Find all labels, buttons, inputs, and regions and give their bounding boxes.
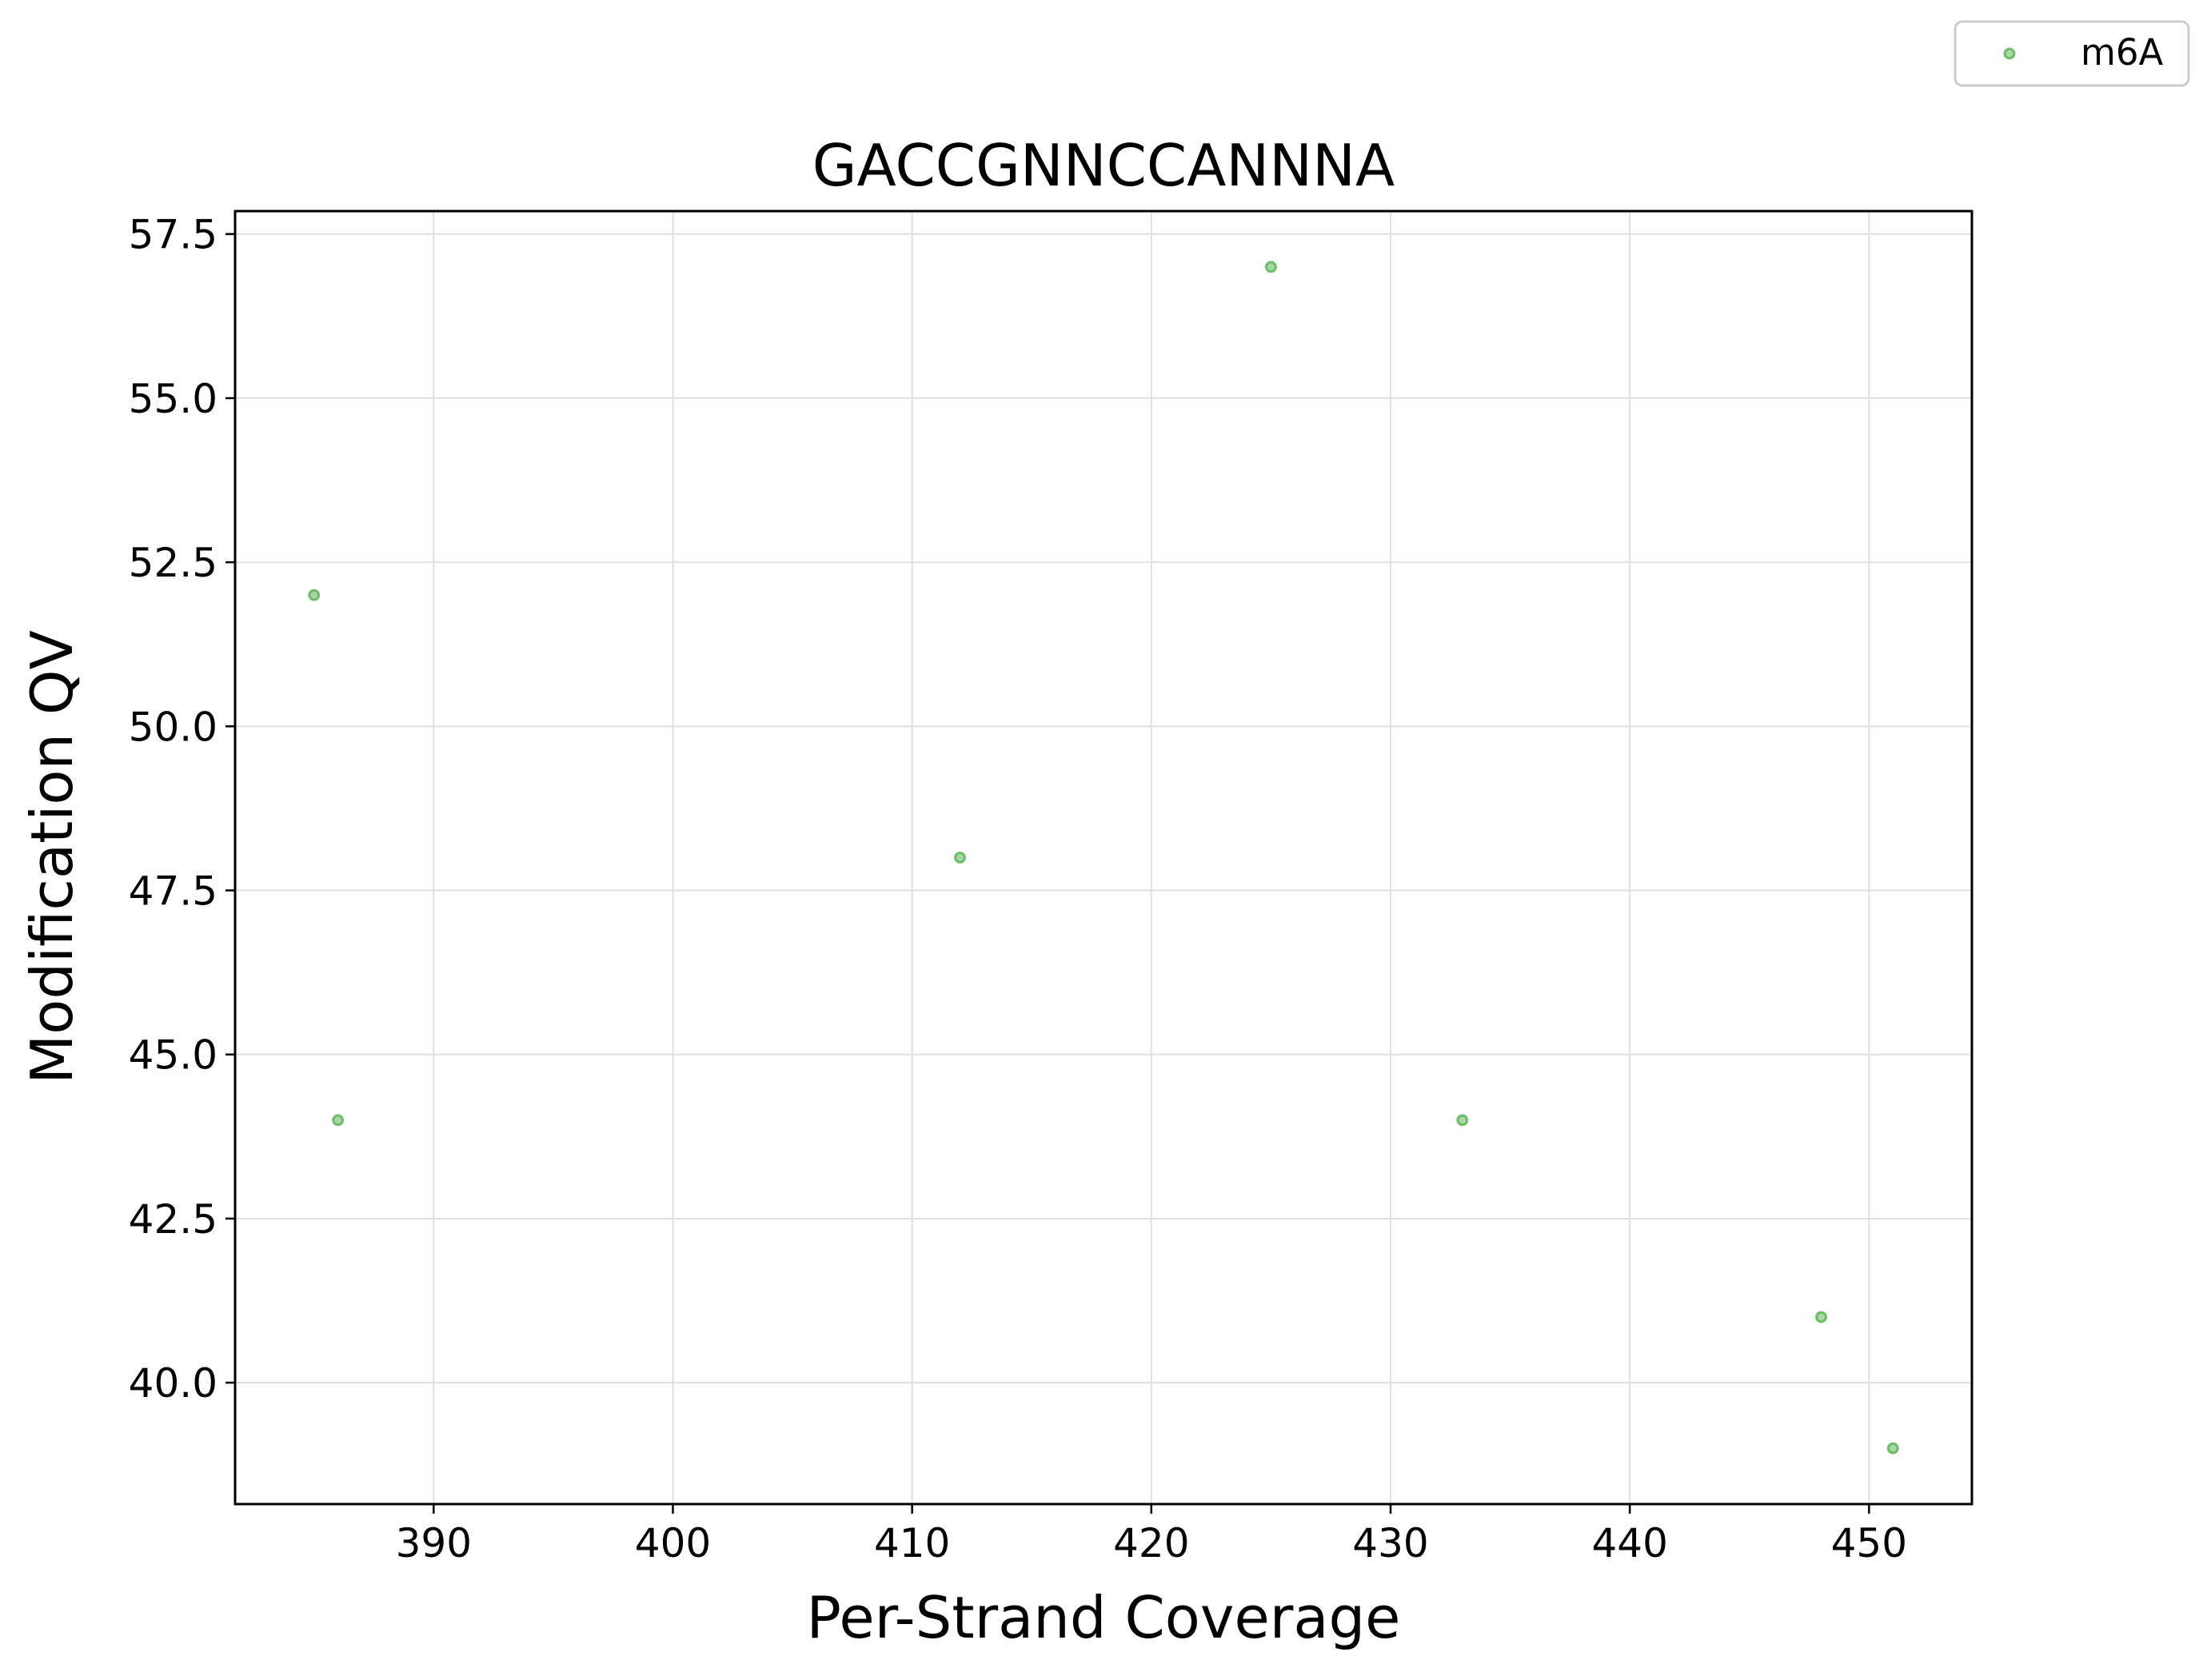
data-point: [308, 589, 321, 601]
x-axis-ticks: 390 400 410 420 430 440 450: [396, 1504, 1907, 1566]
y-tick-label: 50.0: [129, 704, 218, 750]
data-point: [953, 852, 966, 864]
y-tick-label: 52.5: [129, 540, 218, 586]
chart-title: GACCGNNCCANNNA: [812, 132, 1395, 199]
y-axis-ticks: 40.0 42.5 45.0 47.5 50.0 52.5 55.0 57.5: [129, 212, 235, 1407]
data-point: [1886, 1442, 1899, 1455]
y-tick-label: 45.0: [129, 1032, 218, 1079]
legend: m6A: [1954, 20, 2190, 87]
data-point: [332, 1114, 345, 1127]
data-point: [1815, 1311, 1828, 1323]
x-tick-label: 440: [1591, 1520, 1667, 1566]
x-tick-label: 430: [1352, 1520, 1428, 1566]
plot-frame: [233, 210, 1974, 1506]
x-axis-label: Per-Strand Coverage: [807, 1584, 1401, 1651]
x-tick-label: 390: [396, 1520, 472, 1566]
legend-marker-m6a: [2003, 47, 2016, 60]
grid: [235, 211, 1972, 1504]
data-point: [1456, 1114, 1469, 1127]
y-tick-label: 57.5: [129, 212, 218, 258]
x-tick-label: 410: [874, 1520, 950, 1566]
y-tick-label: 42.5: [129, 1196, 218, 1243]
x-tick-label: 420: [1113, 1520, 1189, 1566]
x-tick-label: 450: [1831, 1520, 1907, 1566]
x-tick-label: 400: [635, 1520, 711, 1566]
y-axis-label: Modification QV: [18, 630, 86, 1084]
data-points: [308, 261, 1899, 1455]
y-tick-label: 55.0: [129, 376, 218, 422]
data-point: [1264, 261, 1277, 273]
y-tick-label: 47.5: [129, 868, 218, 915]
legend-box: [1954, 20, 2190, 87]
legend-label-m6a: m6A: [2081, 31, 2163, 74]
y-tick-label: 40.0: [129, 1360, 218, 1407]
